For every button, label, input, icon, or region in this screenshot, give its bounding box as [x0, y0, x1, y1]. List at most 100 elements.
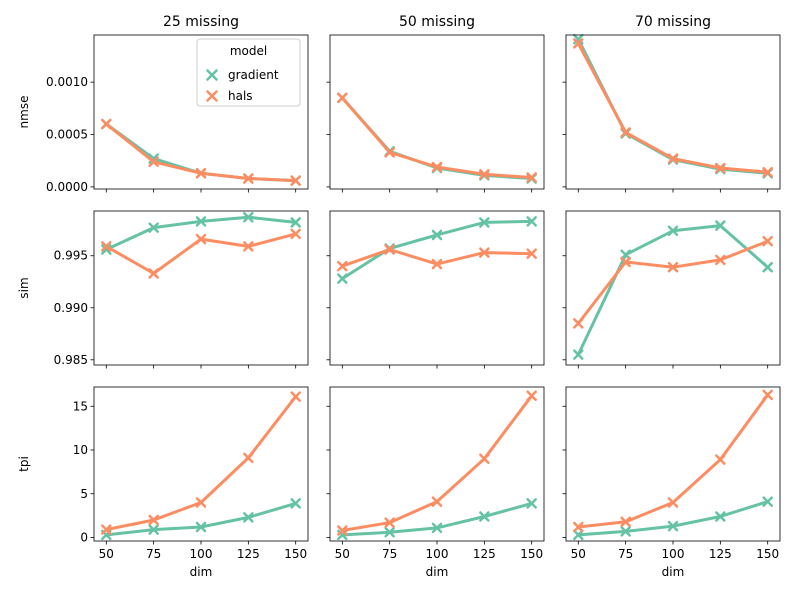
x-axis-label: dim: [662, 565, 685, 579]
data-point-hals: [620, 516, 631, 527]
data-point-gradient: [148, 524, 159, 535]
series-line-gradient: [576, 224, 770, 357]
data-point-hals: [620, 127, 631, 138]
legend-label-hals: hals: [228, 89, 253, 103]
panel-sim-3: [562, 210, 781, 369]
series-line-gradient: [340, 501, 534, 537]
axes-frame: [93, 210, 309, 366]
series-line-gradient: [340, 219, 534, 281]
x-axis-label: dim: [426, 565, 449, 579]
y-tick-label: 10: [73, 443, 88, 457]
data-point-hals: [431, 258, 443, 270]
data-point-hals: [431, 496, 443, 507]
data-point-hals: [667, 261, 679, 273]
x-axis-label: dim: [190, 565, 213, 579]
column-title: 50 missing: [399, 14, 475, 30]
data-point-gradient: [526, 216, 537, 227]
data-point-gradient: [290, 498, 301, 509]
series-line-gradient: [104, 501, 298, 537]
panel-sim-1: 0.985 0.990 0.995: [54, 210, 309, 369]
data-point-gradient: [762, 496, 773, 507]
x-tick-label: 75: [146, 547, 161, 561]
data-point-hals: [195, 168, 207, 179]
data-point-gradient: [243, 211, 254, 223]
data-point-hals: [101, 524, 112, 535]
data-point-hals: [762, 166, 773, 178]
data-point-gradient: [762, 261, 773, 273]
panel-nmse-2: [326, 34, 545, 193]
data-point-hals: [290, 175, 301, 186]
data-point-gradient: [667, 225, 679, 237]
data-point-hals: [337, 525, 348, 536]
x-tick-label: 125: [709, 547, 732, 561]
panel-nmse-1: 0.0000 0.0005 0.0010: [46, 34, 309, 194]
series-line-gradient: [576, 500, 770, 537]
legend-marker-gradient: [206, 69, 218, 81]
data-point-hals: [148, 156, 159, 168]
data-point-gradient: [195, 521, 207, 533]
series-line-hals: [576, 393, 770, 529]
data-point-hals: [431, 161, 443, 173]
data-point-gradient: [431, 229, 443, 241]
x-tick-label: 125: [237, 547, 260, 561]
data-point-gradient: [479, 511, 490, 522]
y-tick-label: 0.985: [54, 353, 88, 367]
legend-box: [196, 38, 301, 107]
axes-frame: [329, 210, 545, 366]
y-tick-label: 0.995: [54, 249, 88, 263]
x-tick-label: 50: [571, 547, 586, 561]
x-tick-label: 50: [99, 547, 114, 561]
data-point-hals: [101, 241, 112, 252]
legend-marker-hals: [206, 90, 218, 102]
data-point-gradient: [290, 217, 301, 228]
data-point-gradient: [667, 520, 679, 532]
panel-sim-2: [326, 210, 545, 369]
panel-tpi-2: 50 75 100 125 150 dim: [326, 386, 545, 579]
axes-frame: [565, 386, 781, 542]
data-point-hals: [526, 248, 537, 259]
data-point-hals: [195, 233, 207, 245]
data-point-hals: [715, 454, 726, 465]
data-point-hals: [762, 235, 773, 247]
data-point-hals: [715, 162, 726, 174]
data-point-hals: [762, 389, 773, 401]
column-title: 25 missing: [163, 14, 239, 30]
panel-tpi-1: 0 5 10 15 50 75 100 125 150 dim: [73, 386, 309, 579]
series-line-hals: [576, 41, 770, 174]
data-point-hals: [667, 153, 679, 164]
axes-frame: [93, 386, 309, 542]
data-point-hals: [384, 147, 395, 158]
data-point-hals: [526, 390, 537, 401]
panel-tpi-3: 50 75 100 125 150 dim: [562, 386, 781, 579]
axes-frame: [93, 34, 309, 190]
y-tick-label: 0: [80, 531, 88, 545]
y-tick-label: 15: [73, 399, 88, 413]
series-line-hals: [576, 239, 770, 325]
data-point-gradient: [431, 522, 443, 534]
data-point-gradient: [243, 512, 254, 523]
x-tick-label: 150: [520, 547, 543, 561]
data-point-gradient: [526, 498, 537, 509]
x-tick-label: 150: [756, 547, 779, 561]
data-point-gradient: [620, 526, 631, 537]
data-point-gradient: [573, 529, 584, 541]
y-tick-label: 0.990: [54, 301, 88, 315]
data-point-gradient: [620, 249, 631, 260]
data-point-gradient: [573, 349, 584, 360]
data-point-hals: [667, 497, 679, 508]
x-tick-label: 75: [382, 547, 397, 561]
data-point-gradient: [148, 222, 159, 233]
data-point-gradient: [479, 217, 490, 228]
data-point-hals: [573, 318, 584, 329]
data-point-hals: [479, 453, 490, 464]
data-point-hals: [243, 452, 254, 464]
data-point-hals: [243, 173, 254, 184]
data-point-hals: [384, 244, 395, 255]
data-point-hals: [479, 169, 490, 180]
data-point-gradient: [195, 216, 207, 227]
data-point-hals: [195, 497, 207, 508]
data-point-hals: [479, 247, 490, 258]
data-point-gradient: [715, 220, 726, 231]
data-point-hals: [715, 254, 726, 266]
x-tick-label: 125: [473, 547, 496, 561]
